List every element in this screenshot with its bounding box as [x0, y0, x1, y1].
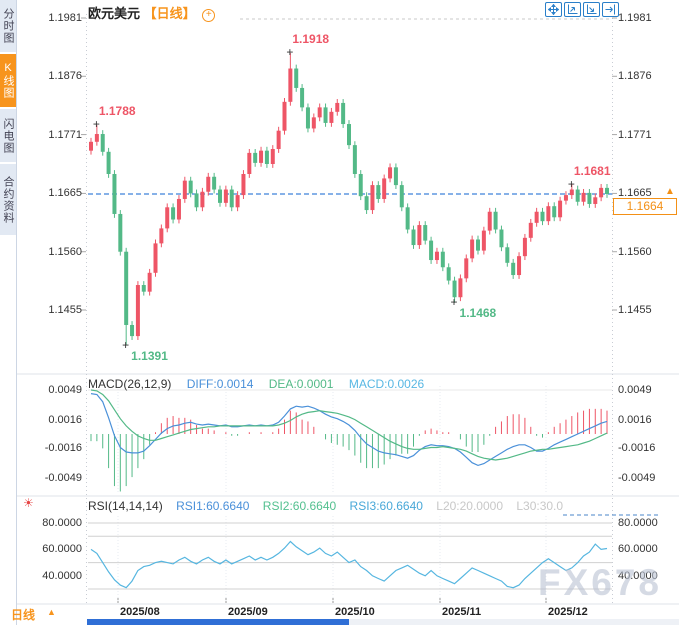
macd-name: MACD(26,12,9) — [88, 377, 172, 391]
annotation-cross-marker: + — [567, 176, 575, 191]
price-annotation: 1.1681 — [573, 163, 611, 178]
price-annotation: 1.1788 — [98, 104, 136, 119]
add-indicator-icon[interactable]: + — [202, 9, 216, 22]
macd-macd-value: MACD:0.0026 — [348, 377, 425, 391]
macd-axis-label-right: -0.0016 — [618, 442, 656, 455]
time-axis-label: 2025/10 — [335, 606, 375, 618]
time-axis-label: 2025/09 — [228, 606, 268, 618]
time-axis-label: 2025/08 — [120, 606, 160, 618]
scrollbar-thumb[interactable] — [87, 619, 349, 625]
price-axis-label-right: 1.1560 — [618, 245, 652, 258]
price-axis-label-right: 1.1876 — [618, 70, 652, 83]
chart-toolbar — [545, 2, 619, 17]
scale-axis-left-icon[interactable] — [564, 2, 581, 17]
macd-dea-value: DEA:0.0001 — [268, 377, 334, 391]
rsi1-value: RSI1:60.6640 — [176, 499, 250, 513]
rsi-axis-label-left: 80.0000 — [42, 517, 82, 529]
snap-to-latest-icon[interactable] — [602, 2, 619, 17]
price-axis-label-right: 1.1665 — [618, 187, 652, 200]
price-axis-label-left: 1.1455 — [48, 304, 82, 316]
annotation-cross-marker: + — [122, 337, 130, 352]
symbol-name: 欧元美元 — [88, 6, 141, 21]
sidebar-tab-contract-info[interactable]: 合约资料 — [0, 164, 16, 235]
price-axis-label-right: 1.1455 — [618, 304, 652, 316]
rsi-axis-label-right: 60.0000 — [618, 543, 658, 556]
macd-diff-value: DIFF:0.0014 — [186, 377, 254, 391]
rsi-axis-label-left: 40.0000 — [42, 569, 82, 582]
horizontal-scrollbar[interactable] — [87, 619, 679, 625]
rsi-header: RSI(14,14,14) RSI1:60.6640 RSI2:60.6640 … — [88, 499, 575, 513]
latest-price-arrow-icon[interactable]: ▲ — [665, 186, 675, 197]
scale-axis-right-icon[interactable] — [583, 2, 600, 17]
pan-icon[interactable] — [545, 2, 562, 17]
rsi-axis-label-right: 80.0000 — [618, 517, 658, 529]
macd-axis-label-right: 0.0016 — [618, 413, 652, 426]
sidebar-tab-lightning-chart[interactable]: 闪电图 — [0, 109, 16, 162]
annotation-cross-marker: + — [286, 44, 294, 59]
price-annotation: 1.1468 — [459, 305, 497, 320]
period-tag: 【日线】 — [143, 6, 196, 21]
rsi-axis-label-left: 60.0000 — [42, 543, 82, 556]
macd-axis-label-left: -0.0016 — [44, 442, 82, 455]
price-axis-label-left: 1.1665 — [48, 187, 82, 200]
macd-header: MACD(26,12,9) DIFF:0.0014 DEA:0.0001 MAC… — [88, 377, 436, 391]
macd-axis-label-right: 0.0049 — [618, 383, 652, 396]
price-axis-label-left: 1.1981 — [48, 12, 82, 24]
rsi-axis-label-right: 40.0000 — [618, 569, 658, 582]
macd-axis-label-right: -0.0049 — [618, 472, 656, 484]
rsi3-value: RSI3:60.6640 — [349, 499, 423, 513]
sidebar-tab-kline-chart[interactable]: K线图 — [0, 54, 16, 107]
macd-axis-label-left: 0.0049 — [48, 383, 82, 396]
price-axis-label-right: 1.1981 — [618, 12, 652, 24]
current-price-badge: 1.1664 — [613, 198, 677, 215]
macd-axis-label-left: -0.0049 — [44, 472, 82, 484]
price-axis-label-right: 1.1771 — [618, 128, 652, 141]
rsi2-value: RSI2:60.6640 — [262, 499, 337, 513]
macd-axis-label-left: 0.0016 — [48, 413, 82, 426]
sidebar-tab-time-chart[interactable]: 分时图 — [0, 0, 16, 52]
chart-title: 欧元美元 【日线】 + — [88, 3, 216, 22]
time-axis-label: 2025/11 — [442, 606, 482, 618]
rsi-l30-value: L30:30.0 — [516, 499, 564, 513]
price-annotation: 1.1391 — [131, 348, 168, 363]
sidebar-divider — [16, 0, 17, 625]
price-annotation: 1.1918 — [292, 31, 330, 46]
period-selector[interactable]: 日线 — [11, 608, 36, 622]
price-axis-label-left: 1.1876 — [48, 70, 82, 83]
annotation-cross-marker: + — [450, 294, 458, 309]
rsi-flash-icon[interactable]: ☀ — [23, 496, 34, 510]
rsi-name: RSI(14,14,14) — [88, 499, 163, 513]
price-axis-label-left: 1.1771 — [48, 128, 82, 141]
time-axis-label: 2025/12 — [548, 606, 588, 618]
price-axis-label-left: 1.1560 — [48, 245, 82, 258]
period-up-arrow-icon: ▲ — [47, 607, 56, 617]
annotation-cross-marker: + — [92, 117, 100, 132]
rsi-l20-value: L20:20.0000 — [436, 499, 503, 513]
